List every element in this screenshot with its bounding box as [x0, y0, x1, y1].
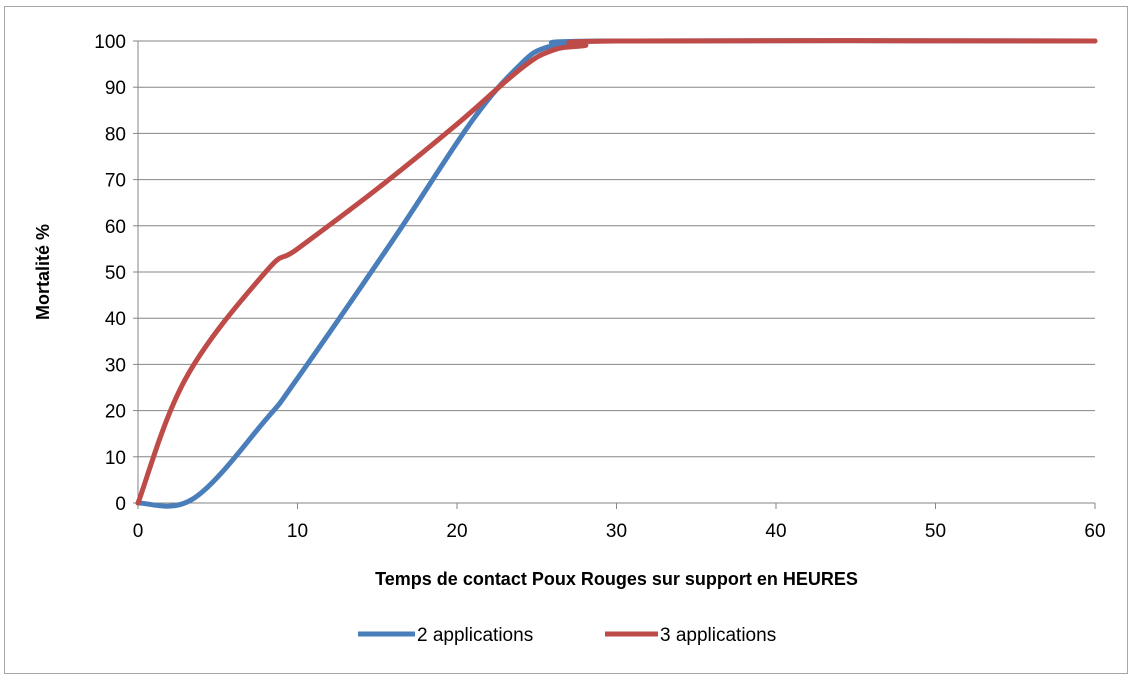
series-line-1	[135, 38, 1098, 509]
y-tick-label: 100	[94, 32, 126, 53]
series-lines	[135, 38, 1098, 509]
y-tick-label: 10	[105, 448, 126, 469]
chart-frame: 0 10 20 30 40 50 60 70 80 90 100 0 10 20 30 40 50 60 Temp…	[4, 6, 1128, 674]
line-chart: 0 10 20 30 40 50 60 70 80 90 100 0 10 20 30 40 50 60 Temp…	[33, 32, 1106, 646]
y-tick-label: 60	[105, 217, 126, 238]
legend-label-2: 3 applications	[660, 625, 776, 646]
x-axis-title: Temps de contact Poux Rouges sur support…	[375, 569, 858, 589]
y-tick-label: 90	[105, 78, 126, 99]
tick-labels: 0 10 20 30 40 50 60 70 80 90 100 0 10 20 30 40 50 60	[94, 32, 1105, 542]
y-tick-label: 0	[115, 494, 126, 515]
x-tick-label: 10	[287, 521, 308, 542]
legend: 2 applications 3 applications	[358, 625, 776, 646]
axes	[133, 40, 1096, 509]
y-axis-title: Mortalité %	[33, 224, 53, 320]
y-tick-label: 30	[105, 355, 126, 376]
x-tick-label: 0	[133, 521, 144, 542]
y-tick-label: 20	[105, 402, 126, 423]
y-tick-label: 50	[105, 263, 126, 284]
y-tick-label: 80	[105, 124, 126, 145]
series-line-2	[135, 38, 1098, 506]
gridlines	[138, 40, 1095, 458]
x-tick-label: 40	[765, 521, 786, 542]
y-tick-label: 40	[105, 309, 126, 330]
x-tick-label: 50	[925, 521, 946, 542]
y-tick-label: 70	[105, 171, 126, 192]
legend-label-1: 2 applications	[417, 625, 533, 646]
x-tick-label: 20	[446, 521, 467, 542]
x-tick-label: 60	[1084, 521, 1105, 542]
x-tick-label: 30	[606, 521, 627, 542]
